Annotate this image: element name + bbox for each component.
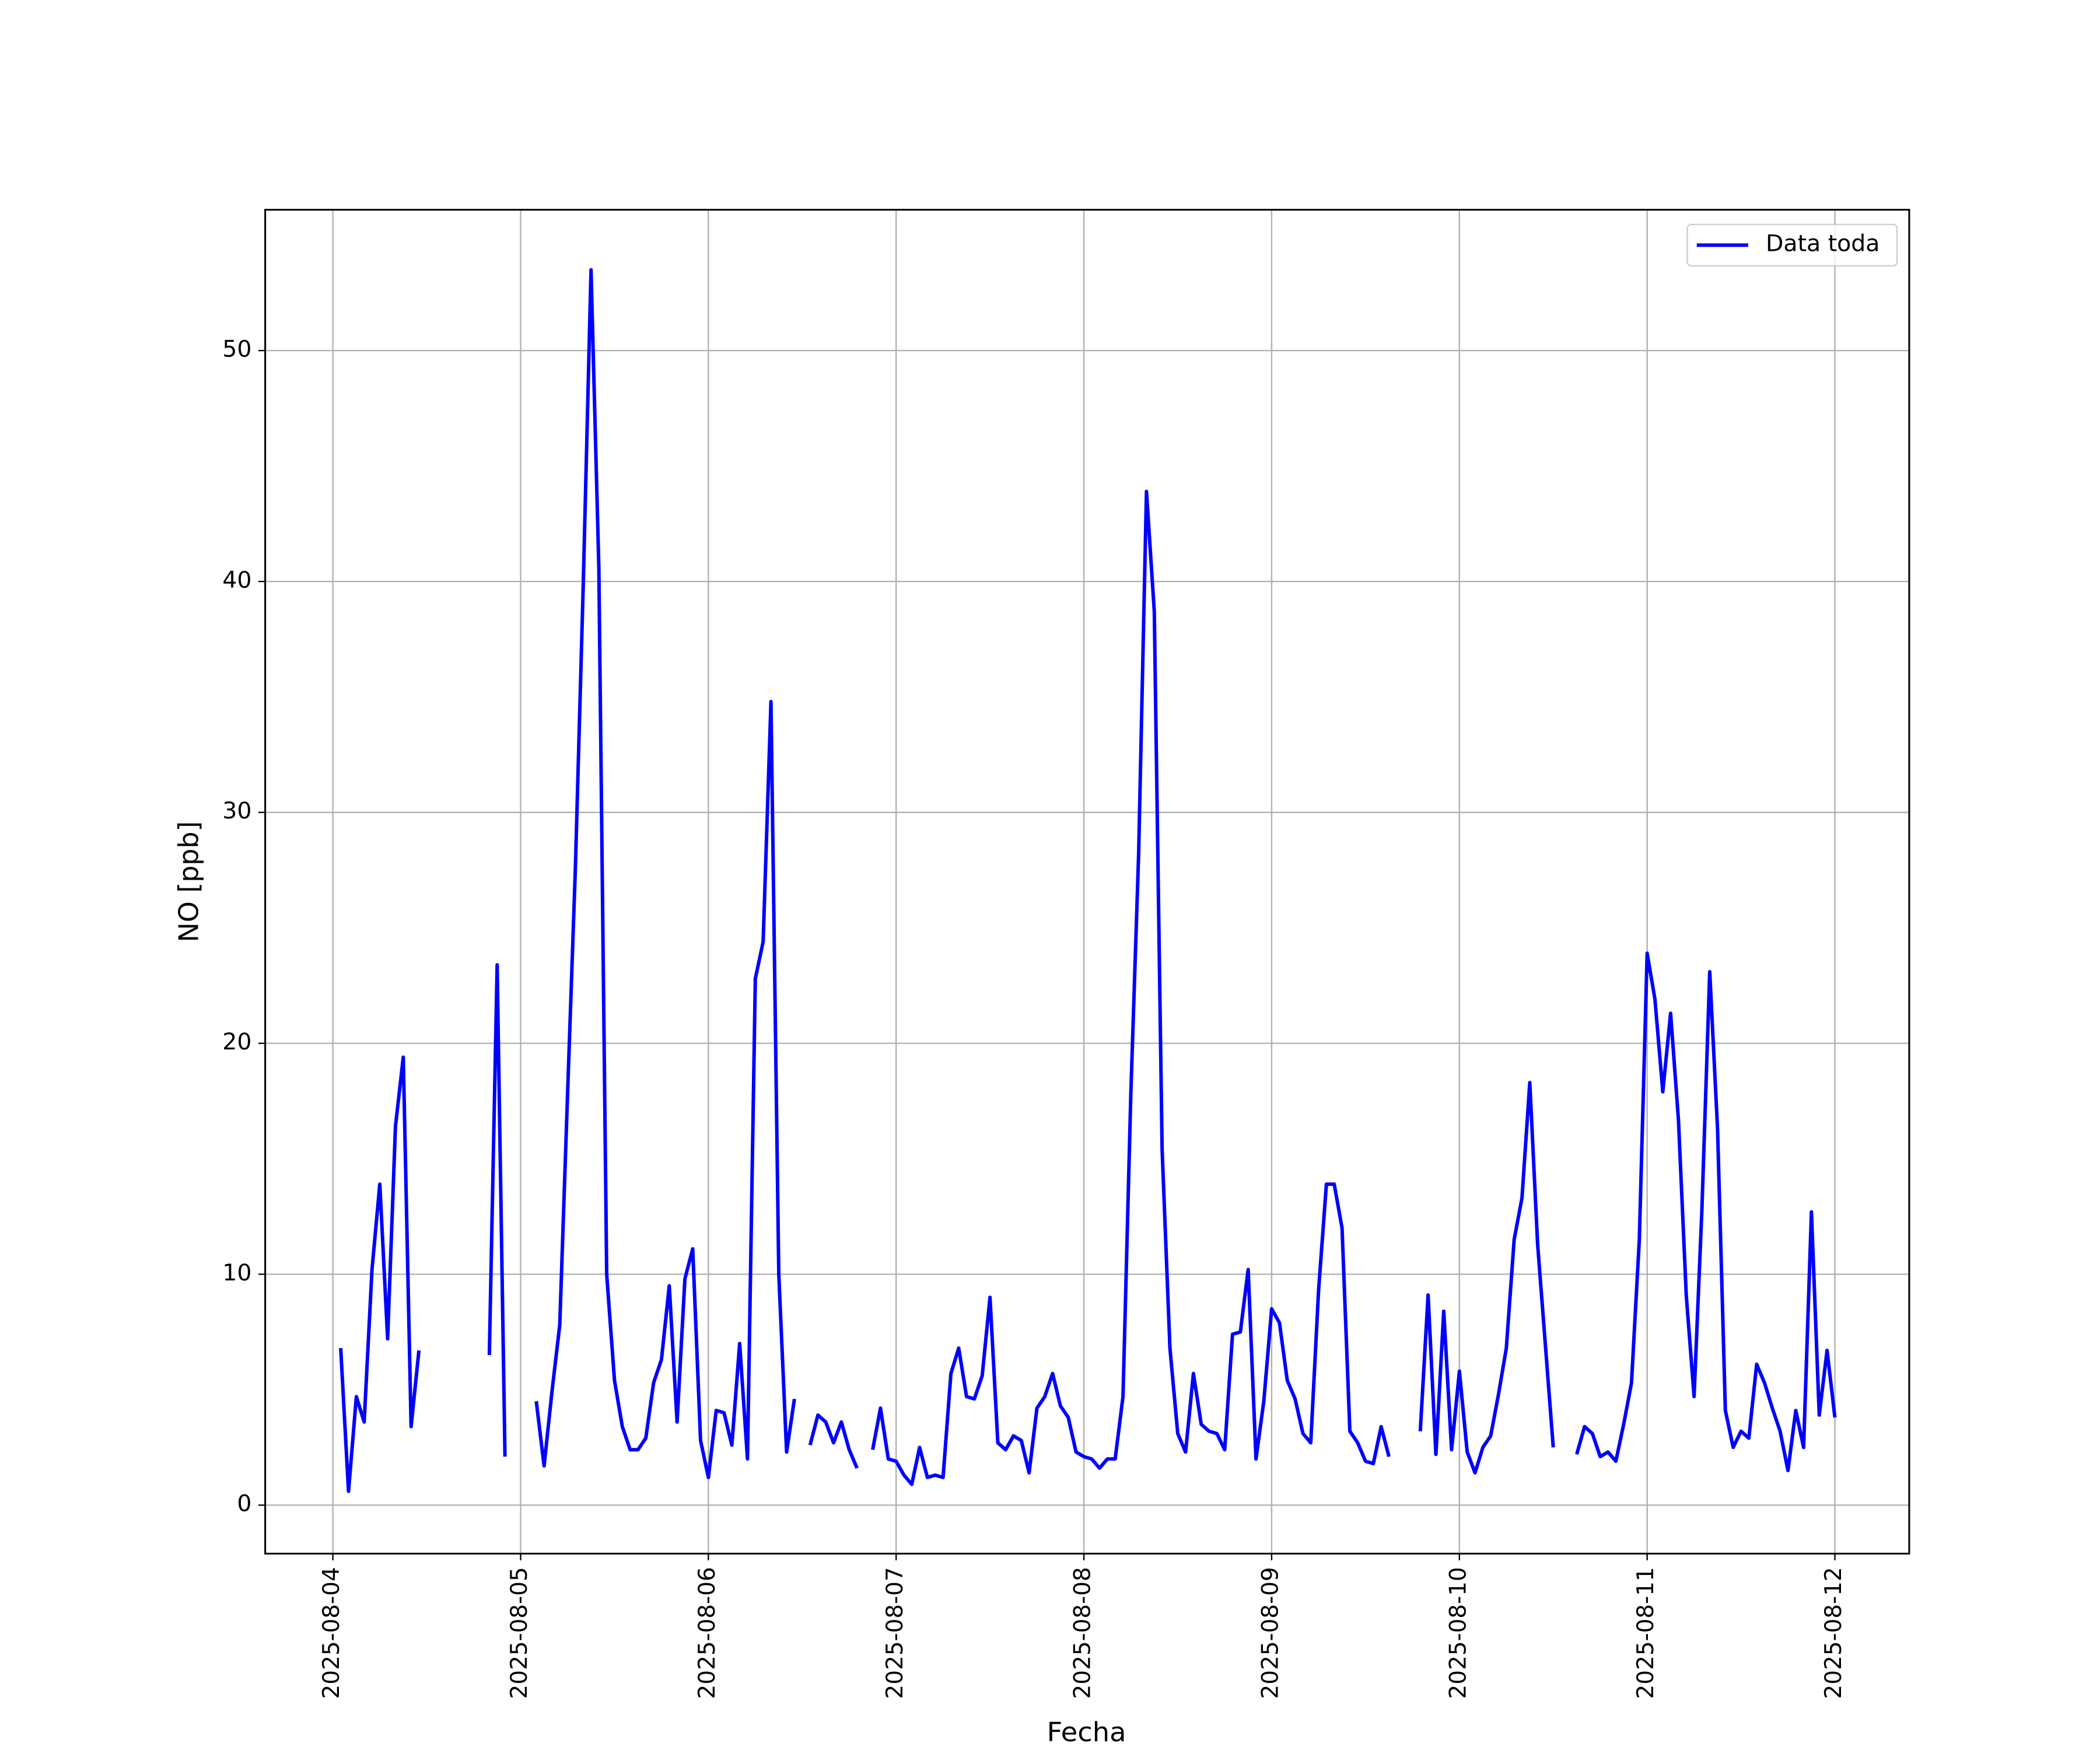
y-tick-label: 40 [222,568,251,594]
x-tick-label: 2025-08-06 [694,1567,720,1699]
y-tick-label: 20 [222,1029,251,1055]
y-tick-label: 0 [237,1491,251,1517]
x-tick-label: 2025-08-11 [1633,1567,1659,1699]
x-tick-label: 2025-08-05 [506,1567,533,1699]
legend-label: Data toda [1766,231,1880,257]
x-tick-label: 2025-08-12 [1821,1567,1847,1699]
x-tick-label: 2025-08-08 [1069,1567,1096,1699]
x-axis-label: Fecha [1047,1716,1126,1748]
legend-box [1686,223,1898,267]
data-line [339,268,1837,1493]
x-tick-label: 2025-08-07 [882,1567,908,1699]
y-axis-label: NO [ppb] [173,821,204,943]
y-tick-label: 30 [222,798,251,824]
x-tick-label: 2025-08-04 [318,1567,345,1699]
y-tick-label: 50 [222,337,251,363]
x-tick-label: 2025-08-10 [1445,1567,1471,1699]
legend: Data toda [1686,223,1898,267]
y-tick-label: 10 [222,1260,251,1286]
x-tick-label: 2025-08-09 [1257,1567,1283,1699]
plot-frame [264,209,1910,1555]
